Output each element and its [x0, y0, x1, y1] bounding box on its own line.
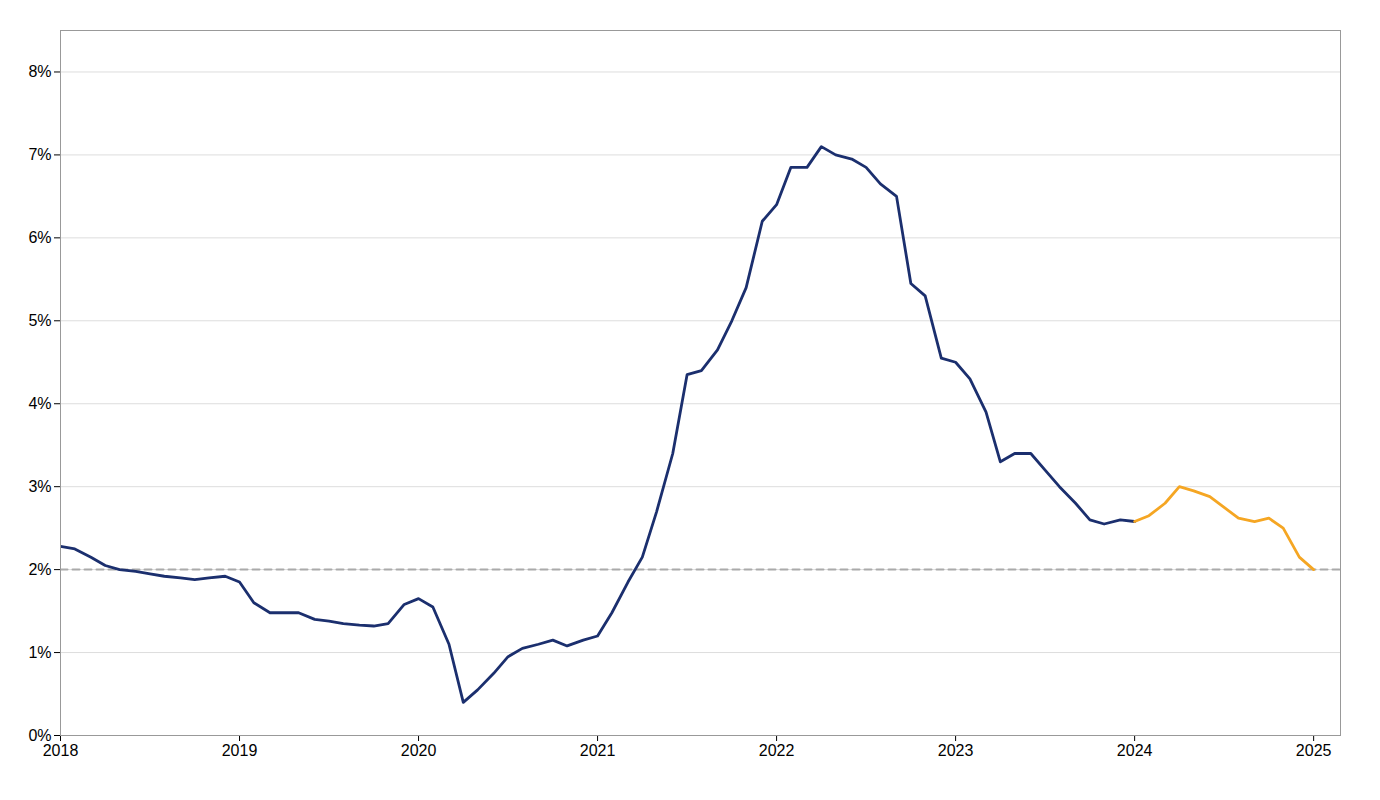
svg-text:2019: 2019 [222, 742, 258, 759]
svg-text:0%: 0% [28, 726, 52, 744]
svg-text:7%: 7% [28, 146, 51, 163]
svg-text:2025: 2025 [1296, 742, 1332, 759]
svg-text:6%: 6% [28, 229, 51, 246]
svg-text:2024: 2024 [1117, 742, 1153, 759]
svg-text:2023: 2023 [938, 742, 974, 759]
svg-text:2%: 2% [28, 561, 51, 578]
svg-text:2018: 2018 [43, 742, 79, 759]
svg-text:1%: 1% [28, 644, 51, 661]
svg-text:2022: 2022 [759, 742, 795, 759]
svg-text:3%: 3% [28, 478, 51, 495]
svg-text:2021: 2021 [580, 742, 616, 759]
svg-text:4%: 4% [28, 395, 51, 412]
svg-text:5%: 5% [28, 312, 51, 329]
svg-text:8%: 8% [28, 63, 51, 80]
svg-text:2020: 2020 [401, 742, 437, 759]
